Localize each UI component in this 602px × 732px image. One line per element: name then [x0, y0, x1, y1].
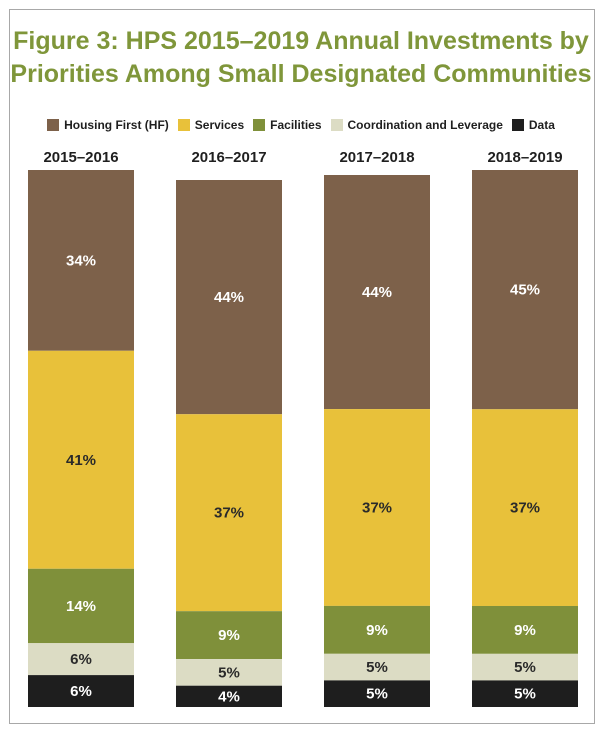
legend-label-facilities: Facilities — [270, 118, 322, 132]
bar-segment-facilities — [28, 568, 134, 644]
category-label: 2015–2016 — [43, 149, 118, 166]
data-label-services: 37% — [510, 500, 540, 517]
legend-swatch-services — [177, 119, 190, 131]
data-label-data: 4% — [218, 688, 240, 705]
bar-segment-data — [28, 675, 134, 707]
data-label-coordination-and-leverage: 5% — [218, 664, 240, 681]
legend-item-data: Data — [511, 118, 555, 132]
data-label-facilities: 9% — [366, 622, 388, 639]
bar-2017-2018: 2017–2018 44% 37% 9% 5% 5% — [324, 149, 430, 707]
bar-segment-facilities — [176, 611, 282, 660]
bar-segment-coordination-and-leverage — [28, 643, 134, 676]
legend-label-data: Data — [528, 118, 555, 132]
data-label-coordination-and-leverage: 6% — [70, 651, 92, 668]
bar-segment-facilities — [324, 605, 430, 654]
legend-label-coordination: Coordination and Leverage — [347, 118, 503, 132]
bar-segment-data — [324, 680, 430, 707]
data-label-services: 41% — [66, 452, 96, 469]
legend-swatch-facilities — [253, 119, 266, 131]
bar-segment-housing-first-hf — [472, 170, 578, 410]
bar-segment-data — [472, 680, 578, 707]
chart-title: Figure 3: HPS 2015–2019 Annual Investmen… — [0, 25, 602, 91]
data-label-housing-first-hf: 44% — [214, 289, 244, 306]
data-label-housing-first-hf: 34% — [66, 252, 96, 269]
data-label-housing-first-hf: 44% — [362, 284, 392, 301]
data-label-housing-first-hf: 45% — [510, 282, 540, 299]
legend-swatch-data — [511, 119, 524, 131]
legend: Housing First (HF) Services Facilities C… — [0, 116, 602, 134]
bar-segment-coordination-and-leverage — [472, 653, 578, 681]
bar-segment-housing-first-hf — [28, 170, 134, 351]
legend-item-coordination: Coordination and Leverage — [330, 118, 503, 132]
legend-label-services: Services — [194, 118, 245, 132]
bar-segment-services — [324, 409, 430, 606]
data-label-services: 37% — [362, 500, 392, 517]
data-label-data: 5% — [514, 686, 536, 703]
chart-title-line-1: Figure 3: HPS 2015–2019 Annual Investmen… — [13, 27, 589, 55]
category-label: 2017–2018 — [339, 149, 414, 166]
category-label: 2018–2019 — [487, 149, 562, 166]
data-label-facilities: 9% — [514, 622, 536, 639]
legend-item-services: Services — [177, 118, 245, 132]
legend-item-housing-first: Housing First (HF) — [47, 118, 169, 132]
bar-2018-2019: 2018–2019 45% 37% 9% 5% 5% — [472, 149, 578, 707]
bar-2016-2017: 2016–2017 44% 37% 9% 5% 4% — [176, 149, 282, 707]
data-label-data: 6% — [70, 683, 92, 700]
bar-segment-housing-first-hf — [176, 180, 282, 415]
bar-2015-2016: 2015–2016 34% 41% 14% 6% 6% — [28, 149, 134, 707]
bar-segment-coordination-and-leverage — [176, 659, 282, 686]
bar-segment-services — [28, 350, 134, 569]
category-label: 2016–2017 — [191, 149, 266, 166]
data-label-facilities: 14% — [66, 598, 96, 615]
legend-label-housing-first: Housing First (HF) — [64, 118, 169, 132]
bar-segment-services — [176, 414, 282, 612]
bar-segment-facilities — [472, 605, 578, 654]
data-label-coordination-and-leverage: 5% — [514, 659, 536, 676]
chart-title-line-2: Priorities Among Small Designated Commun… — [10, 60, 592, 88]
data-label-facilities: 9% — [218, 627, 240, 644]
data-label-coordination-and-leverage: 5% — [366, 659, 388, 676]
legend-item-facilities: Facilities — [253, 118, 322, 132]
legend-swatch-housing-first — [47, 119, 60, 131]
bar-segment-services — [472, 409, 578, 606]
data-label-services: 37% — [214, 505, 244, 522]
legend-swatch-coordination — [330, 119, 343, 131]
bar-segment-data — [176, 685, 282, 707]
bar-segment-coordination-and-leverage — [324, 653, 430, 681]
data-label-data: 5% — [366, 686, 388, 703]
bar-segment-housing-first-hf — [324, 175, 430, 410]
